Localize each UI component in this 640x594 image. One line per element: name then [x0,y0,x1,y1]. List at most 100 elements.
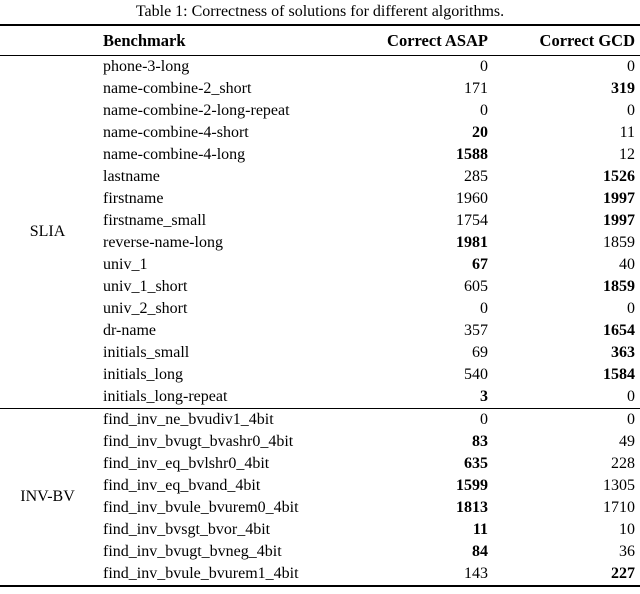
gcd-value: 0 [627,58,635,75]
gcd-value: 1654 [603,322,635,339]
gcd-value: 1710 [603,499,635,516]
table-row: find_inv_ne_bvudiv1_4bit 0 0 [95,409,640,431]
benchmark-name: find_inv_bvule_bvurem0_4bit [103,499,299,516]
gcd-value: 1305 [603,477,635,494]
benchmark-name: name-combine-4-short [103,124,249,141]
table-row: firstname 1960 1997 [95,188,640,210]
benchmark-name: dr-name [103,322,156,339]
asap-value: 69 [472,344,488,361]
asap-value: 67 [472,256,488,273]
gcd-value: 228 [611,455,635,472]
gcd-value: 1859 [603,234,635,251]
asap-value: 84 [472,543,488,560]
table-row: initials_long 540 1584 [95,364,640,386]
asap-value: 11 [472,521,488,538]
table-row: reverse-name-long 1981 1859 [95,232,640,254]
table-row: firstname_small 1754 1997 [95,210,640,232]
table-header-row: Benchmark Correct ASAP Correct GCD [0,26,640,56]
group-slia-rows: phone-3-long 0 0 name-combine-2_short 17… [95,56,640,408]
benchmark-name: find_inv_eq_bvlshr0_4bit [103,455,270,472]
group-inv-bv-rows: find_inv_ne_bvudiv1_4bit 0 0 find_inv_bv… [95,409,640,585]
table-row: find_inv_bvule_bvurem1_4bit 143 227 [95,563,640,585]
gcd-value: 10 [619,521,635,538]
gcd-value: 12 [619,146,635,163]
group-label-slia: SLIA [29,223,66,240]
asap-value: 605 [464,278,488,295]
table-row: phone-3-long 0 0 [95,56,640,78]
benchmark-name: find_inv_bvsgt_bvor_4bit [103,521,271,538]
gcd-value: 1584 [603,366,635,383]
benchmark-name: find_inv_ne_bvudiv1_4bit [103,411,274,428]
asap-value: 0 [480,300,488,317]
group-label-inv-bv: INV-BV [20,488,75,505]
column-header-benchmark: Benchmark [103,30,186,50]
column-header-correct-asap: Correct ASAP [387,30,488,50]
asap-value: 1813 [456,499,488,516]
table-row: name-combine-4-short 20 11 [95,122,640,144]
benchmark-name: firstname_small [103,212,207,229]
table-row: find_inv_eq_bvand_4bit 1599 1305 [95,475,640,497]
asap-value: 1960 [456,190,488,207]
asap-value: 171 [464,80,488,97]
table-row: initials_long-repeat 3 0 [95,386,640,408]
group-inv-bv: INV-BV find_inv_ne_bvudiv1_4bit 0 0 find… [0,408,640,585]
asap-value: 1981 [456,234,488,251]
asap-value: 1599 [456,477,488,494]
benchmark-name: find_inv_eq_bvand_4bit [103,477,261,494]
benchmark-name: firstname [103,190,164,207]
gcd-value: 363 [611,344,635,361]
table-row: univ_1 67 40 [95,254,640,276]
table-row: lastname 285 1526 [95,166,640,188]
asap-value: 0 [480,58,488,75]
table-row: name-combine-2-long-repeat 0 0 [95,100,640,122]
gcd-value: 1859 [603,278,635,295]
table-row: find_inv_bvule_bvurem0_4bit 1813 1710 [95,497,640,519]
table-row: univ_1_short 605 1859 [95,276,640,298]
table-row: find_inv_eq_bvlshr0_4bit 635 228 [95,453,640,475]
column-header-correct-gcd: Correct GCD [539,30,635,50]
gcd-value: 0 [627,411,635,428]
gcd-value: 40 [619,256,635,273]
asap-value: 83 [472,433,488,450]
benchmark-name: initials_long [103,366,183,383]
asap-value: 1588 [456,146,488,163]
gcd-value: 11 [619,124,635,141]
table-row: find_inv_bvugt_bvashr0_4bit 83 49 [95,431,640,453]
table-row: find_inv_bvugt_bvneg_4bit 84 36 [95,541,640,563]
benchmark-name: univ_1 [103,256,148,273]
table-row: name-combine-2_short 171 319 [95,78,640,100]
benchmark-name: name-combine-4-long [103,146,246,163]
benchmark-name: lastname [103,168,160,185]
benchmark-name: initials_small [103,344,190,361]
benchmark-name: univ_2_short [103,300,188,317]
correctness-table: Benchmark Correct ASAP Correct GCD SLIA … [0,24,640,587]
table-row: univ_2_short 0 0 [95,298,640,320]
table-row: dr-name 357 1654 [95,320,640,342]
benchmark-name: reverse-name-long [103,234,223,251]
asap-value: 20 [472,124,488,141]
asap-value: 3 [480,388,488,405]
table-row: find_inv_bvsgt_bvor_4bit 11 10 [95,519,640,541]
gcd-value: 1526 [603,168,635,185]
asap-value: 357 [464,322,488,339]
gcd-value: 1997 [603,190,635,207]
benchmark-name: find_inv_bvule_bvurem1_4bit [103,565,299,582]
benchmark-name: find_inv_bvugt_bvneg_4bit [103,543,282,560]
benchmark-name: phone-3-long [103,58,190,75]
asap-value: 285 [464,168,488,185]
group-slia: SLIA phone-3-long 0 0 name-combine-2_sho… [0,56,640,408]
gcd-value: 1997 [603,212,635,229]
benchmark-name: name-combine-2-long-repeat [103,102,290,119]
benchmark-name: name-combine-2_short [103,80,252,97]
asap-value: 0 [480,411,488,428]
table-row: name-combine-4-long 1588 12 [95,144,640,166]
table-row: initials_small 69 363 [95,342,640,364]
asap-value: 0 [480,102,488,119]
gcd-value: 227 [611,565,635,582]
gcd-value: 319 [611,80,635,97]
table-caption: Table 1: Correctness of solutions for di… [135,3,505,20]
benchmark-name: univ_1_short [103,278,188,295]
asap-value: 1754 [456,212,488,229]
asap-value: 635 [464,455,488,472]
